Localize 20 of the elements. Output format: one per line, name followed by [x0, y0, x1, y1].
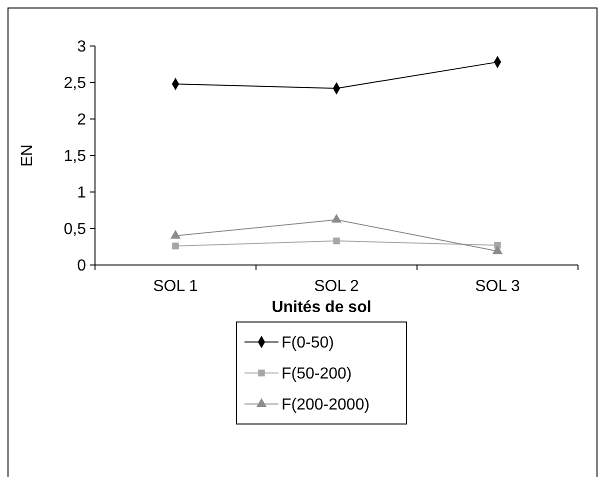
x-axis-title: Unités de sol [272, 299, 372, 316]
x-tick-label: SOL 3 [475, 278, 520, 295]
x-tick-label: SOL 1 [153, 278, 198, 295]
legend-label: F(200-2000) [282, 396, 370, 414]
point [170, 230, 181, 239]
y-tick-label: 3 [77, 38, 86, 56]
point [492, 245, 503, 254]
legend-label: F(0-50) [282, 334, 334, 352]
y-tick-label: 2,5 [64, 75, 86, 92]
y-axis-title: EN [19, 144, 36, 167]
point [331, 214, 342, 223]
point [333, 238, 340, 244]
y-tick-label: 2 [77, 112, 86, 129]
legend-label: F(50-200) [282, 366, 352, 383]
y-tick-label: 1,5 [64, 148, 86, 166]
y-tick-label: 0 [77, 258, 86, 275]
x-tick-label: SOL 2 [314, 278, 359, 295]
point [172, 242, 179, 250]
y-tick-label: 1 [77, 184, 86, 202]
y-tick-label: 0,5 [64, 221, 86, 238]
